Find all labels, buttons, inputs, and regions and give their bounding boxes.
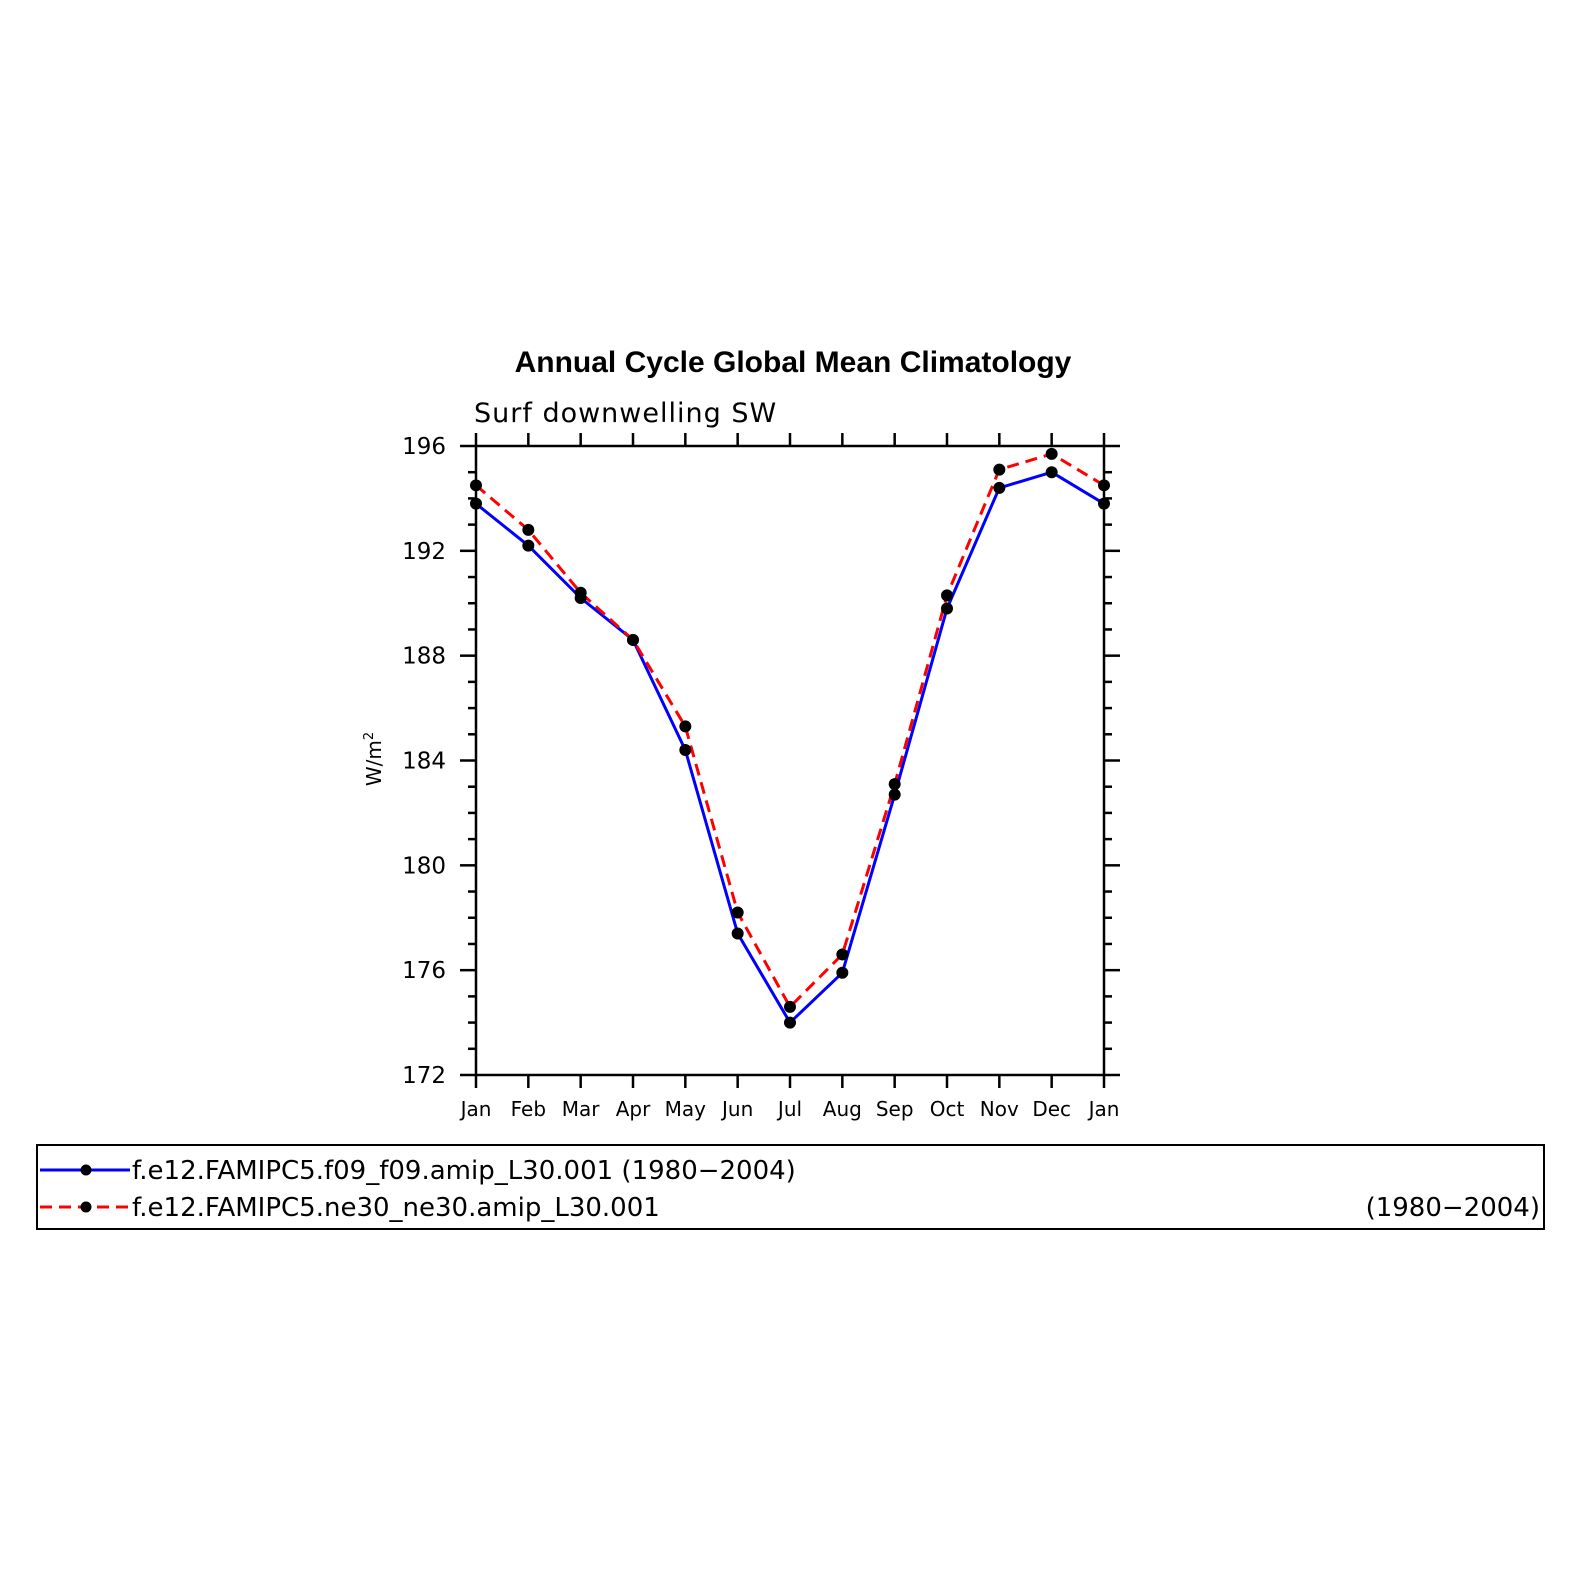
y-tick-label: 184 <box>402 749 446 775</box>
legend-label-series-1: f.e12.FAMIPC5.f09_f09.amip_L30.001 (1980… <box>132 1156 796 1186</box>
data-point-series-2 <box>731 906 744 919</box>
legend-box <box>36 1144 1545 1230</box>
data-point-series-2 <box>627 633 639 646</box>
y-tick-label: 192 <box>402 539 446 565</box>
legend-period-series-2: (1980−2004) <box>1366 1193 1540 1223</box>
data-point-series-1 <box>522 539 535 552</box>
data-point-series-2 <box>888 778 901 791</box>
data-point-series-2 <box>941 589 953 602</box>
plot-frame <box>474 444 1106 1077</box>
data-point-series-2 <box>679 720 692 733</box>
y-tick-label: 188 <box>402 644 446 670</box>
y-axis-label-superscript: 2 <box>362 732 377 740</box>
svg-text:W/m2: W/m2 <box>362 732 386 786</box>
x-tick-label: May <box>665 1097 707 1121</box>
x-tick-label: Dec <box>1032 1097 1071 1121</box>
x-tick-label: Jun <box>720 1097 753 1121</box>
data-point-series-1 <box>888 788 901 801</box>
legend-marker-series-1 <box>80 1164 92 1176</box>
data-point-series-2 <box>836 948 849 961</box>
x-tick-label: Sep <box>876 1097 914 1121</box>
y-axis-label: W/m2 <box>362 732 386 786</box>
legend-name-series-2: f.e12.FAMIPC5.ne30_ne30.amip_L30.001 <box>132 1193 660 1223</box>
legend-name-series-1: f.e12.FAMIPC5.f09_f09.amip_L30.001 <box>132 1156 613 1186</box>
data-point-series-1 <box>941 602 953 615</box>
chart-subtitle: Surf downwelling SW <box>474 398 777 429</box>
data-point-series-2 <box>993 463 1006 476</box>
data-point-series-2 <box>1045 447 1058 460</box>
data-point-series-1 <box>993 481 1006 494</box>
legend-marker-series-2 <box>80 1201 92 1213</box>
series-line-1 <box>475 470 1105 1025</box>
tick-labels: Jan Feb Mar Apr May Jun Jul Aug Sep Oct Nov Dec Jan 1… <box>402 434 1119 1121</box>
x-tick-label: Aug <box>823 1097 862 1121</box>
x-tick-label: Oct <box>930 1097 965 1121</box>
x-tick-label: Feb <box>511 1097 546 1121</box>
data-point-series-1 <box>731 927 744 940</box>
y-tick-label: 172 <box>402 1063 446 1089</box>
y-tick-label: 176 <box>402 958 446 984</box>
data-point-series-2 <box>574 586 587 599</box>
plot-series <box>470 447 1110 1029</box>
data-point-series-1 <box>784 1016 796 1029</box>
x-tick-label: Jan <box>459 1097 492 1121</box>
data-point-series-2 <box>522 523 535 536</box>
data-point-series-1 <box>679 744 692 757</box>
data-point-series-1 <box>836 966 849 979</box>
series-line-2 <box>475 452 1105 1009</box>
legend: f.e12.FAMIPC5.f09_f09.amip_L30.001 (1980… <box>36 1144 1545 1230</box>
y-tick-label: 196 <box>402 434 446 460</box>
x-tick-label: Jan <box>1087 1097 1120 1121</box>
chart-title: Annual Cycle Global Mean Climatology <box>515 346 1072 379</box>
data-point-series-2 <box>784 1000 796 1013</box>
axis-ticks <box>460 433 1120 1088</box>
x-tick-label: Apr <box>616 1097 651 1121</box>
x-tick-label: Mar <box>562 1097 601 1121</box>
y-axis-label-text: W/m <box>362 740 386 786</box>
data-point-series-1 <box>1045 466 1058 479</box>
y-tick-label: 180 <box>402 853 446 879</box>
legend-period-series-1: (1980−2004) <box>621 1156 795 1186</box>
x-tick-label: Jul <box>776 1097 802 1121</box>
x-tick-label: Nov <box>980 1097 1019 1121</box>
